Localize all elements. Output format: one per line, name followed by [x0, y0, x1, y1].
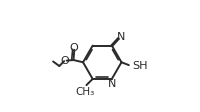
Text: N: N	[108, 79, 117, 88]
Text: SH: SH	[132, 61, 147, 70]
Text: CH₃: CH₃	[76, 86, 95, 96]
Text: O: O	[61, 56, 70, 65]
Text: N: N	[116, 32, 125, 42]
Text: O: O	[69, 43, 78, 53]
